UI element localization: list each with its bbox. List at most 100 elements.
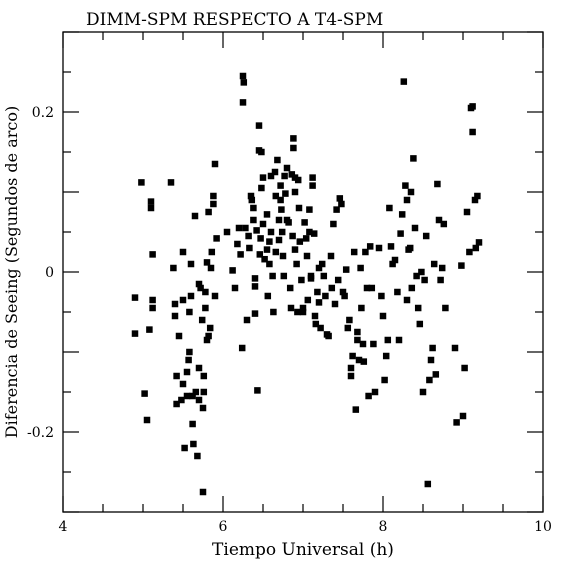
data-point [339,288,347,296]
data-point [320,272,328,280]
data-point [208,248,216,256]
data-point [274,156,281,164]
data-point [421,276,428,284]
data-point [279,252,287,260]
data-point [290,135,297,142]
data-point [187,260,195,268]
data-point [266,238,273,245]
data-point [365,392,372,400]
data-point [422,232,430,240]
data-point [296,238,304,245]
data-point [270,308,277,316]
data-point [210,192,217,200]
data-point [171,312,179,320]
data-point [194,452,201,460]
data-point [346,316,353,324]
data-point [458,262,465,269]
data-point [200,388,208,396]
data-point [368,284,376,292]
data-point [263,246,271,253]
data-point [178,396,185,404]
data-point [451,344,459,352]
data-point [211,160,219,168]
data-point [295,204,303,212]
data-point [258,148,265,156]
data-point [206,324,214,332]
data-point [407,188,415,196]
data-point [410,155,417,162]
data-point [322,292,329,300]
data-point [131,330,139,337]
data-point [463,208,471,216]
data-point [203,259,211,266]
data-point [328,284,336,292]
data-point [189,392,196,400]
data-point [342,266,350,273]
data-point [378,292,385,300]
data-point [304,296,312,304]
data-point [149,296,156,304]
data-point [387,243,395,250]
data-point [205,332,212,340]
data-point [267,228,275,236]
data-point [256,251,264,258]
data-point [301,219,308,226]
data-point [314,288,321,296]
data-point [429,344,436,352]
data-point [285,219,292,226]
data-point [242,224,249,232]
data-point [315,299,323,306]
data-point [352,406,360,413]
data-point [185,356,192,364]
data-point [466,248,473,256]
data-point [190,440,197,448]
data-point [183,392,191,400]
data-point [237,251,244,258]
data-point [426,376,433,384]
data-point [259,174,267,181]
data-point [199,404,207,412]
data-point [311,312,319,320]
data-point [167,179,175,186]
data-point [261,255,268,263]
data-point [413,272,420,280]
data-point [424,480,432,488]
data-point [347,364,355,372]
data-point [391,256,399,264]
data-point [298,276,305,284]
data-point [315,264,323,272]
data-point [363,284,371,292]
data-point [181,444,188,452]
data-point [203,336,211,344]
data-point [366,243,374,250]
data-point [280,272,288,280]
data-point [299,308,307,316]
data-point [362,248,369,256]
data-point [278,228,286,236]
data-point [438,264,446,272]
data-point [173,400,180,408]
data-point [171,300,179,308]
data-point [355,356,363,364]
data-point [381,376,388,384]
data-point [459,412,467,420]
y-tick-label: 0.2 [32,105,54,121]
x-tick-label: 6 [219,519,228,535]
data-point [442,304,449,312]
data-point [309,174,316,181]
data-point [149,304,156,312]
data-point [195,396,203,404]
data-point [406,244,414,252]
data-point [143,416,151,424]
data-point [440,220,448,228]
data-point [283,164,291,172]
data-point [179,296,187,304]
data-point [235,224,243,232]
data-points [131,72,483,496]
data-point [290,144,297,152]
data-point [312,320,320,328]
data-point [318,260,326,268]
data-point [257,235,264,242]
data-point [354,336,361,344]
